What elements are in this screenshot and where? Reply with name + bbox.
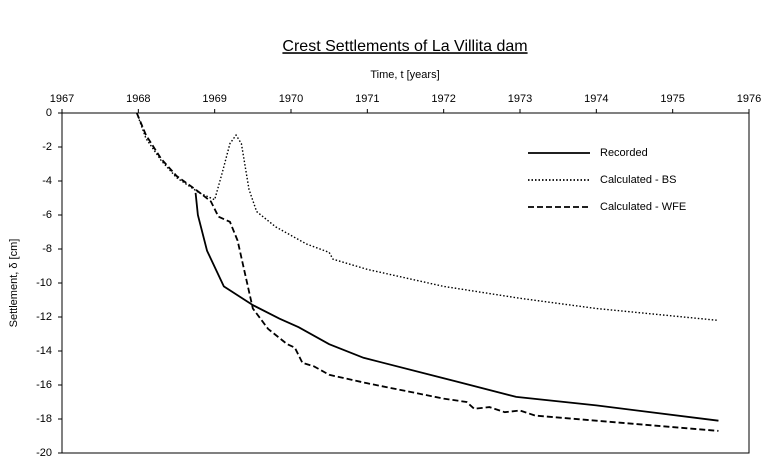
x-tick-label: 1974	[584, 93, 608, 105]
x-tick-label: 1976	[737, 93, 761, 105]
x-tick-label: 1969	[202, 93, 226, 105]
series-line	[136, 112, 719, 322]
x-tick-label: 1970	[279, 93, 303, 105]
legend-label: Calculated - WFE	[600, 201, 686, 213]
legend-label: Recorded	[600, 147, 648, 159]
series-line	[194, 192, 719, 422]
y-tick-label: 0	[46, 107, 52, 119]
y-tick-label: -16	[36, 379, 52, 391]
y-tick-label: -8	[42, 243, 52, 255]
y-tick-label: -6	[42, 209, 52, 221]
chart-title: Crest Settlements of La Villita dam	[282, 38, 527, 55]
y-tick-label: -20	[36, 447, 52, 459]
y-tick-label: -18	[36, 413, 52, 425]
x-tick-label: 1968	[126, 93, 150, 105]
y-tick-label: -10	[36, 277, 52, 289]
y-tick-label: -2	[42, 141, 52, 153]
x-axis-label: Time, t [years]	[370, 69, 439, 81]
y-tick-label: -14	[36, 345, 52, 357]
legend-label: Calculated - BS	[600, 174, 676, 186]
y-tick-label: -4	[42, 175, 52, 187]
x-tick-label: 1975	[660, 93, 684, 105]
y-axis-label: Settlement, δ [cm]	[8, 239, 20, 328]
x-tick-label: 1973	[508, 93, 532, 105]
x-tick-label: 1971	[355, 93, 379, 105]
y-tick-label: -12	[36, 311, 52, 323]
x-tick-label: 1972	[431, 93, 455, 105]
series-line	[135, 112, 719, 432]
x-tick-label: 1967	[50, 93, 74, 105]
